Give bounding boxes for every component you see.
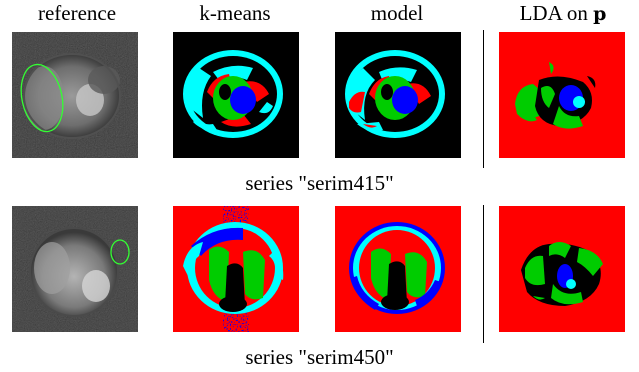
model-segmentation-serim415 bbox=[335, 32, 461, 158]
row-caption-serim450: series "serim450" bbox=[245, 345, 394, 369]
row-caption-serim415: series "serim415" bbox=[245, 171, 394, 195]
model-segmentation-serim450 bbox=[335, 206, 461, 332]
header-lda-variable: p bbox=[593, 3, 607, 25]
header-lda-prefix: LDA on bbox=[519, 1, 594, 25]
header-model: model bbox=[370, 1, 424, 25]
header-lda: LDA on p bbox=[488, 0, 638, 26]
header-reference: reference bbox=[37, 1, 117, 25]
kmeans-segmentation-serim415 bbox=[173, 32, 299, 158]
reference-image-serim415 bbox=[12, 32, 138, 158]
roi-ellipse bbox=[20, 63, 64, 133]
lda-segmentation-serim415 bbox=[499, 32, 625, 158]
header-kmeans: k-means bbox=[199, 1, 271, 25]
lda-segmentation-serim450 bbox=[499, 206, 625, 332]
column-separator-bottom bbox=[483, 205, 484, 343]
reference-image-serim450 bbox=[12, 206, 138, 332]
roi-ellipse bbox=[110, 239, 130, 265]
kmeans-segmentation-serim450 bbox=[173, 206, 299, 332]
column-separator-top bbox=[483, 30, 484, 168]
